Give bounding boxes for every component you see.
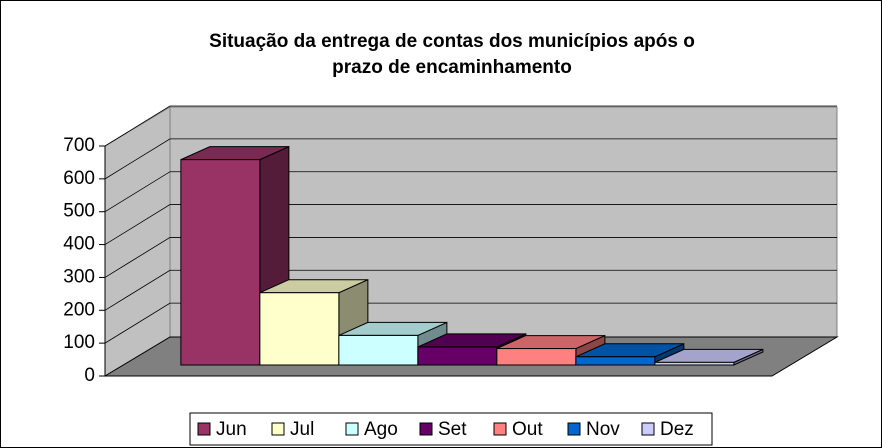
legend-label: Jul: [290, 419, 314, 440]
legend-swatch: [197, 422, 211, 436]
y-tick-label: 500: [63, 201, 95, 222]
grid-line: [104, 138, 837, 180]
bar: [496, 348, 577, 366]
legend-label: Set: [438, 419, 467, 440]
legend-swatch: [345, 422, 359, 436]
legend-label: Out: [512, 419, 543, 440]
grid-line: [104, 269, 837, 311]
y-tick-label: 400: [63, 234, 95, 255]
grid-line: [104, 171, 837, 213]
bar: [575, 356, 656, 366]
chart-title: Situação da entrega de contas dos municí…: [209, 31, 695, 52]
legend-swatch: [641, 422, 655, 436]
chart-title: prazo de encaminhamento: [332, 57, 572, 78]
legend-swatch: [567, 422, 581, 436]
bar: [180, 159, 261, 366]
grid-line: [104, 302, 837, 344]
y-tick-label: 0: [84, 365, 95, 386]
grid-line: [104, 204, 837, 245]
bar: [259, 292, 340, 366]
grid-line: [104, 237, 837, 278]
bar: [338, 334, 419, 366]
y-tick-label: 700: [63, 135, 95, 156]
y-tick-label: 300: [63, 266, 95, 287]
bar: [654, 361, 735, 366]
legend-swatch: [271, 422, 285, 436]
y-tick-label: 600: [63, 168, 95, 189]
bar: [417, 346, 498, 366]
legend-swatch: [493, 422, 507, 436]
side-wall: [104, 106, 171, 377]
y-tick-label: 200: [63, 299, 95, 320]
legend-label: Dez: [660, 419, 694, 440]
legend-swatch: [419, 422, 433, 436]
legend-label: Nov: [586, 419, 620, 440]
legend-label: Jun: [216, 419, 247, 440]
y-tick-label: 100: [63, 332, 95, 353]
grid-line: [104, 105, 837, 147]
legend-label: Ago: [364, 419, 398, 440]
